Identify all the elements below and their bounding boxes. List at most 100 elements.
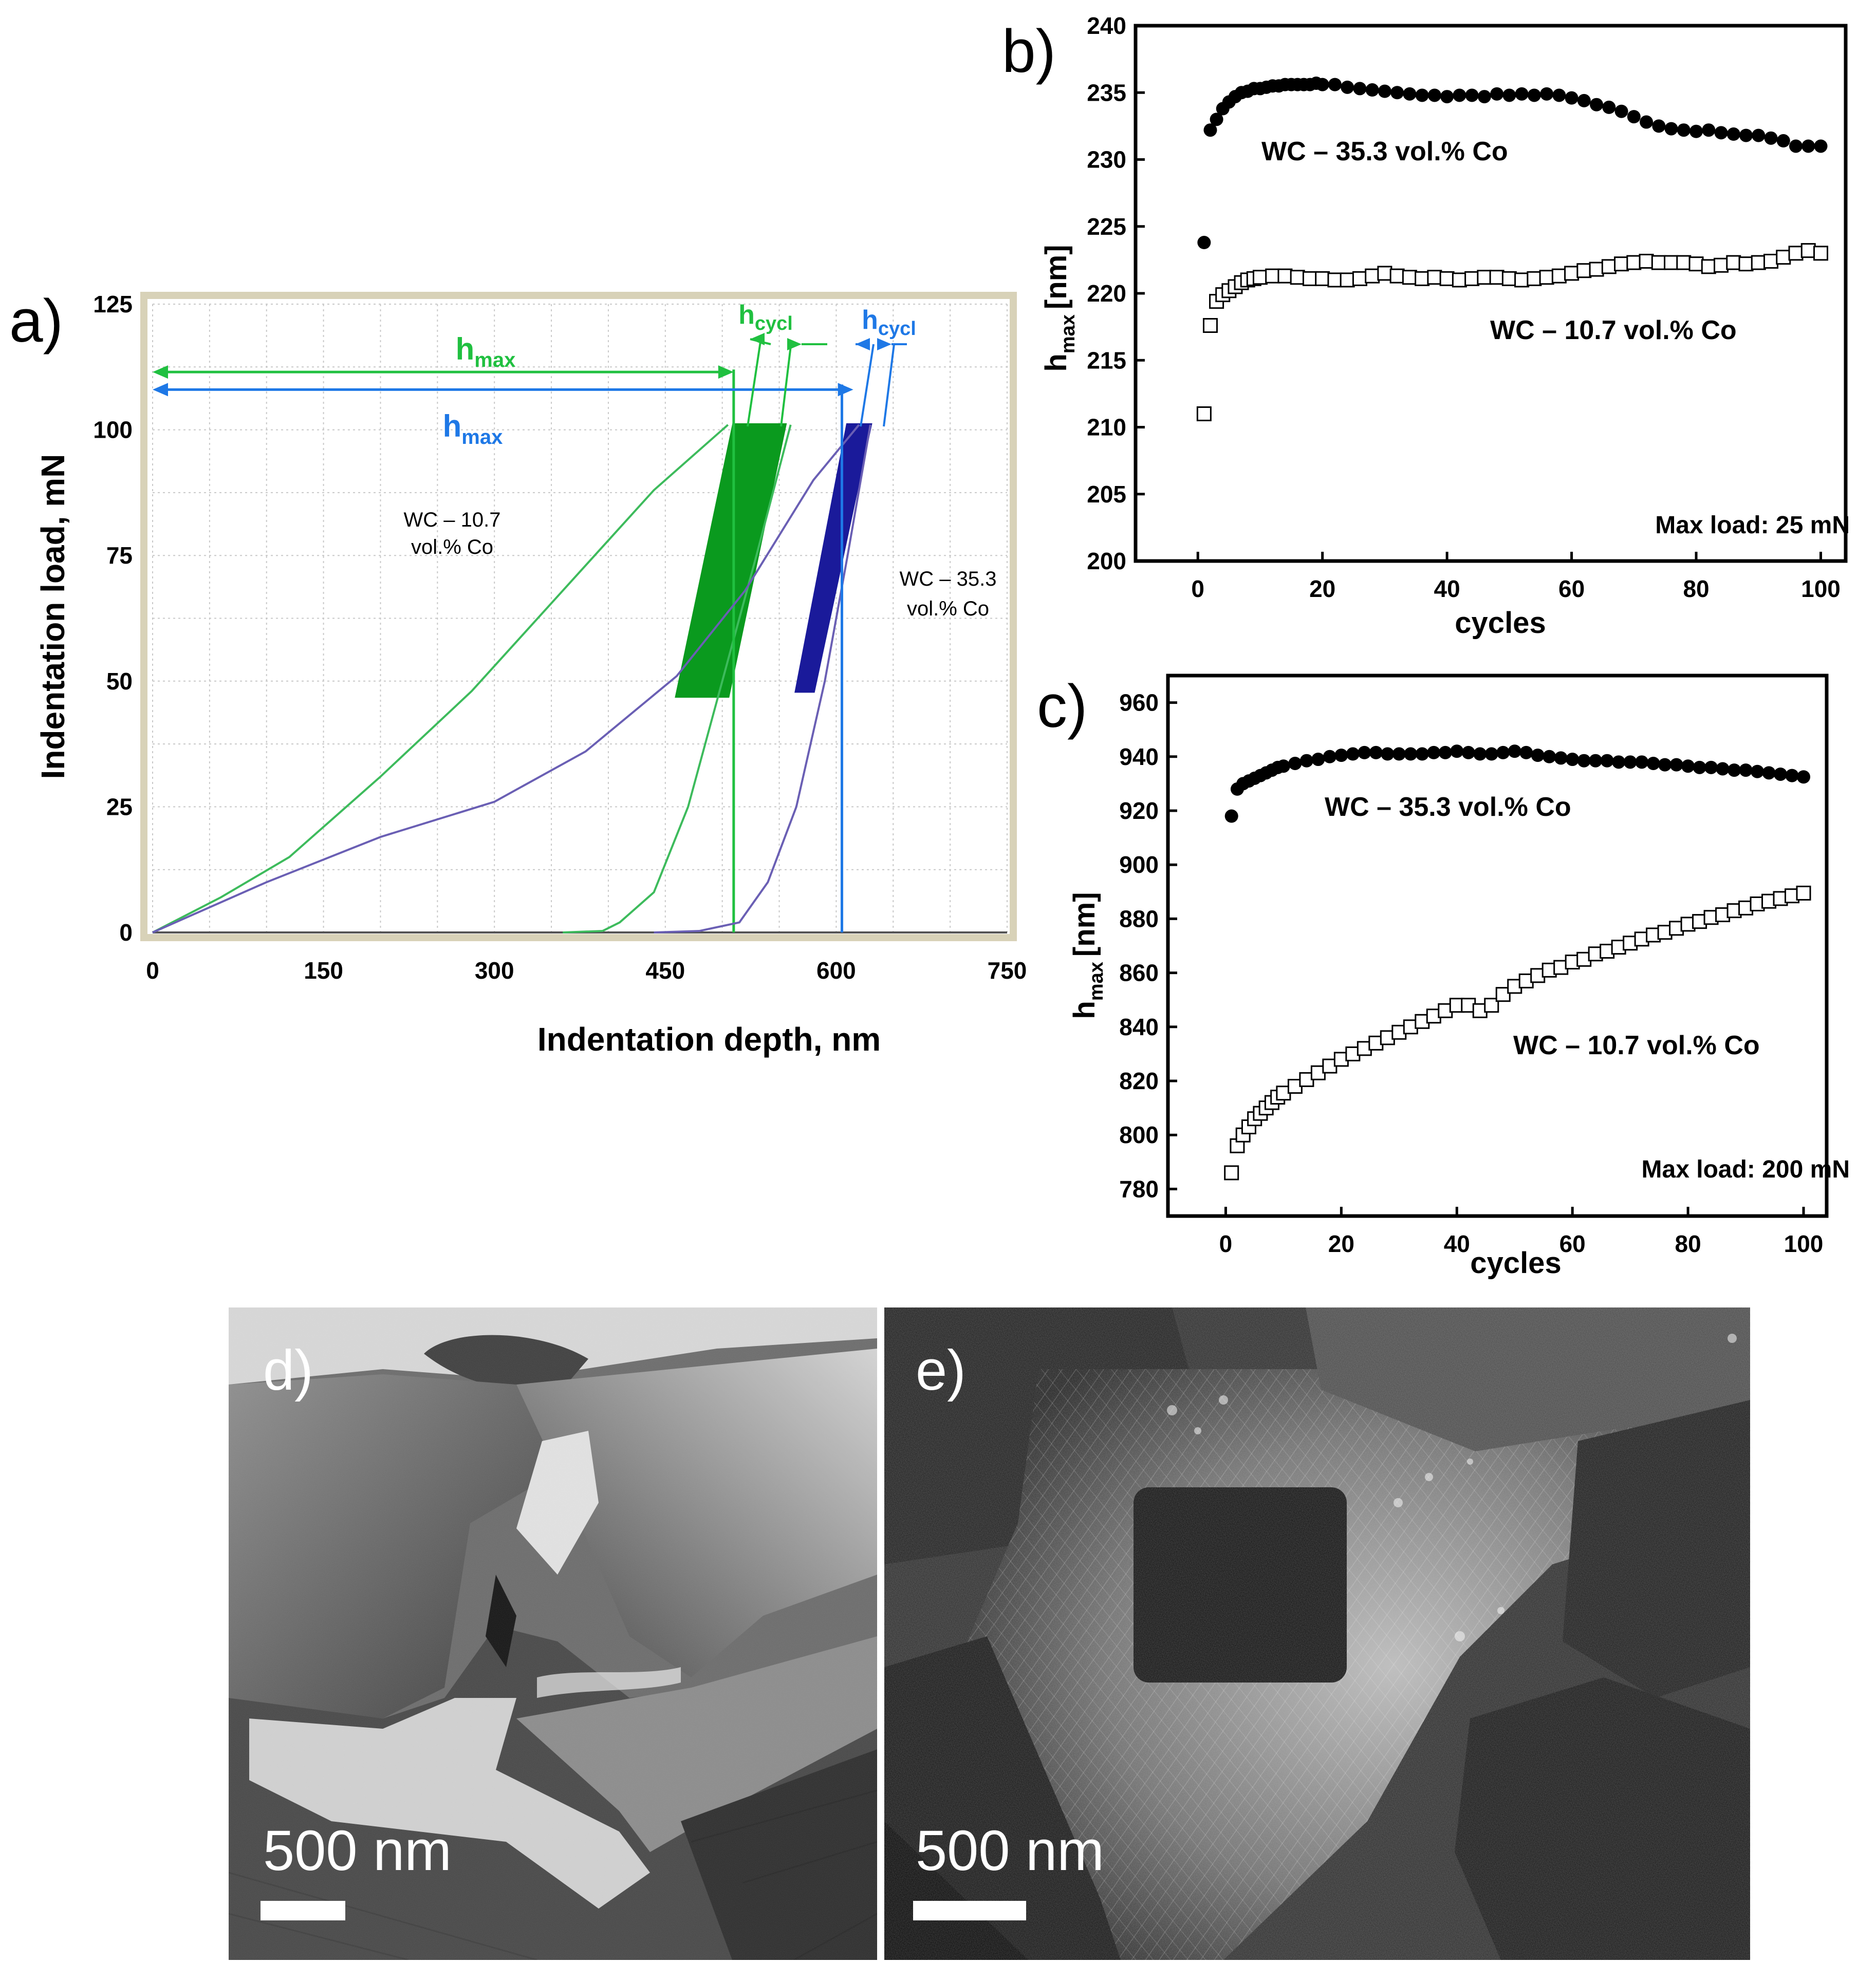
data-point-square [1527,271,1542,286]
data-point-circle [1762,766,1776,780]
data-point-circle [1197,236,1211,250]
panel-a-annotations: hmax hmax hcycl hcycl WC – 10.7 vol.% Co WC – … [153,300,996,620]
data-point-square [1776,250,1791,265]
y-tick-label: 205 [1087,481,1126,508]
y-tick-label: 240 [1087,12,1126,39]
cyclic-band-1 [675,423,787,698]
panel-a-xlabel: Indentation depth, nm [537,1021,881,1058]
data-point-square [1514,272,1530,288]
data-point-square [1464,271,1480,286]
data-point-square [1365,268,1380,284]
x-tick-label: 60 [1558,575,1585,602]
data-point-circle [1677,123,1691,137]
y-tick-label: 210 [1087,414,1126,441]
panel-c-markers [1224,744,1811,1181]
data-point-square [1688,256,1704,272]
data-point-circle [1515,87,1529,101]
data-point-circle [1450,744,1464,758]
data-point-circle [1764,131,1778,145]
data-point-circle [1527,88,1541,102]
hmax-arrowhead-right-1 [718,365,734,379]
data-point-circle [1415,747,1429,761]
data-point-square [1788,246,1804,261]
data-point-circle [1328,78,1342,91]
data-point-circle [1814,139,1828,153]
unload-baseline-1 [563,930,603,933]
panel-a-curves [152,369,872,933]
data-point-circle [1369,745,1383,759]
data-point-circle [1577,754,1591,768]
data-point-circle [1739,128,1753,142]
data-point-circle [1623,755,1637,769]
data-point-circle [1635,755,1649,769]
y-tick-label: 880 [1119,905,1159,932]
x-tick-label: 450 [645,957,685,984]
data-point-circle [1502,88,1516,102]
data-point-circle [1210,113,1223,126]
y-tick-label: 200 [1087,548,1126,574]
data-point-square [1701,259,1716,274]
data-point-circle [1785,769,1799,782]
x-tick-label: 20 [1309,575,1335,602]
panel-c-xlabel: cycles [1470,1246,1561,1280]
hcycl-arrowhead-2 [877,338,891,350]
data-point-square [1726,255,1741,270]
y-tick-label: 25 [106,793,133,820]
data-point-circle [1381,747,1395,761]
data-point-circle [1415,88,1429,102]
data-point-circle [1577,94,1591,107]
data-point-circle [1704,760,1718,774]
data-point-square [1714,257,1729,273]
y-tick-label: 860 [1119,960,1159,986]
data-point-square [1377,266,1392,281]
panel-c-chart: c) 0 20 40 60 80 100 780 800 820 840 860 880 900 920 9… [1037,672,1850,1280]
y-tick-label: 125 [93,291,133,317]
data-point-square [1576,263,1592,278]
data-point-square [1763,253,1779,269]
data-point-circle [1496,745,1510,759]
data-point-circle [1693,760,1706,774]
panel-a-label: a) [9,287,63,355]
y-tick-label: 235 [1087,79,1126,106]
hcycl-arrowhead-1 [750,333,765,345]
data-point-square [1501,271,1517,286]
y-tick-label: 50 [106,668,133,695]
data-point-circle [1774,767,1788,781]
panel-a-ylabel: Indentation load, mN [34,454,71,779]
panel-e-micrograph [884,1307,1750,1960]
svg-text:hmax[nm]: hmax[nm] [1068,892,1107,1019]
data-point-square [1626,255,1642,270]
panel-a-tick-labels: 0 150 300 450 600 750 0 25 50 75 100 125 [93,291,1027,984]
x-tick-label: 150 [304,957,343,984]
data-point-circle [1658,758,1672,772]
panel-b-ylabel: hmax[nm] [1039,245,1079,371]
panel-d-label: d) [263,1339,313,1402]
data-point-circle [1358,745,1371,759]
hcycl-line-2 [883,344,895,427]
x-tick-label: 600 [816,957,856,984]
data-point-circle [1652,119,1666,133]
data-point-circle [1427,745,1441,759]
data-point-circle [1224,809,1238,823]
data-point-circle [1311,753,1325,767]
loading-curve-2 [152,424,860,933]
data-point-circle [1473,747,1487,761]
data-point-circle [1438,745,1452,759]
data-point-circle [1716,762,1730,776]
data-point-circle [1612,755,1626,769]
series-label-line1-2: WC – 35.3 [900,568,997,590]
data-point-circle [1365,83,1379,97]
data-point-square [1564,266,1580,281]
panel-a-chart: a) hmax hmax hcycl hcycl WC – 10.7 vol.% Co WC… [9,287,1027,1058]
hcycl-label-2: hcycl [862,305,916,340]
y-tick-label: 100 [93,417,133,443]
y-tick-label: 780 [1119,1175,1159,1202]
data-point-circle [1739,763,1753,777]
panel-b-markers [1196,77,1829,421]
data-point-square [1551,268,1567,284]
data-point-circle [1689,124,1703,138]
data-point-circle [1390,86,1404,100]
data-point-circle [1728,763,1741,777]
data-point-square [1489,270,1504,285]
data-point-circle [1490,87,1504,101]
